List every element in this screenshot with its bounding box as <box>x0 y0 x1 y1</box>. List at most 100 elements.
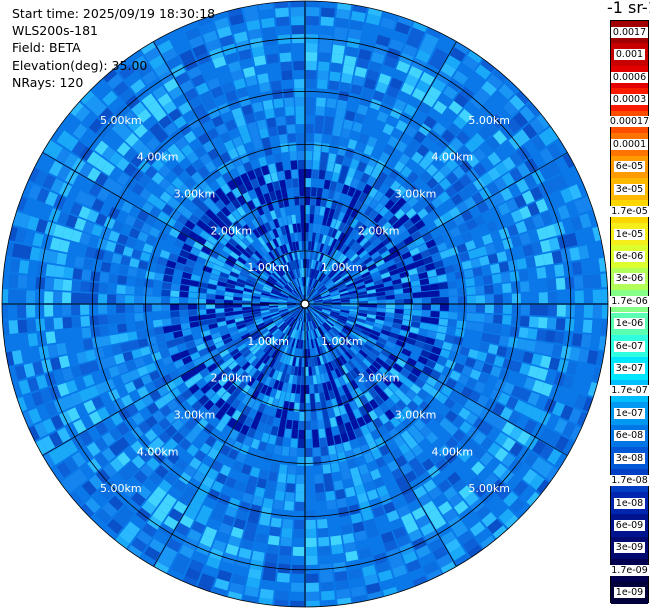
range-gate-cell <box>292 223 298 233</box>
range-gate-cell <box>309 384 315 394</box>
range-gate-cell <box>407 332 418 340</box>
range-gate-cell <box>371 223 382 234</box>
range-gate-cell <box>456 463 470 478</box>
range-gate-cell <box>148 55 165 70</box>
range-gate-cell <box>305 546 318 556</box>
range-gate-cell <box>318 428 326 439</box>
range-gate-cell <box>312 348 317 358</box>
range-gate-cell <box>71 280 82 292</box>
range-gate-cell <box>297 447 305 457</box>
range-gate-cell <box>398 245 410 255</box>
range-gate-cell <box>79 162 94 178</box>
range-gate-cell <box>250 158 261 170</box>
range-gate-cell <box>359 361 369 371</box>
range-gate-cell <box>327 257 335 267</box>
range-gate-cell <box>437 274 448 283</box>
range-gate-cell <box>395 240 407 250</box>
range-gate-cell <box>215 299 225 304</box>
range-gate-cell <box>152 288 162 296</box>
range-gate-cell <box>231 398 241 410</box>
range-gate-cell <box>248 367 258 377</box>
range-gate-cell <box>346 101 358 113</box>
range-gate-cell <box>173 150 186 164</box>
range-gate-cell <box>103 216 116 230</box>
range-gate-cell <box>216 345 227 354</box>
range-gate-cell <box>457 530 474 545</box>
range-gate-cell <box>532 214 545 229</box>
range-gate-cell <box>600 273 608 288</box>
range-gate-cell <box>350 218 359 229</box>
range-gate-cell <box>278 255 285 265</box>
range-gate-cell <box>329 340 337 350</box>
range-gate-cell <box>175 522 190 537</box>
range-gate-cell <box>341 364 349 375</box>
range-gate-cell <box>152 107 167 122</box>
range-gate-cell <box>286 336 292 346</box>
range-gate-cell <box>340 73 353 84</box>
range-gate-cell <box>305 115 315 125</box>
range-gate-cell <box>294 393 300 403</box>
range-gate-cell <box>261 270 270 278</box>
range-gate-cell <box>257 350 266 360</box>
range-gate-cell <box>403 378 414 389</box>
range-gate-cell <box>536 112 552 129</box>
range-gate-cell <box>56 130 72 147</box>
range-gate-cell <box>169 387 181 399</box>
range-gate-cell <box>300 321 304 331</box>
range-gate-cell <box>352 75 365 87</box>
range-gate-cell <box>261 460 271 472</box>
range-gate-cell <box>405 559 422 573</box>
range-gate-cell <box>326 499 337 510</box>
range-gate-cell <box>134 240 146 251</box>
range-gate-cell <box>312 260 317 270</box>
range-gate-cell <box>375 81 389 94</box>
range-gate-cell <box>28 184 42 200</box>
range-gate-cell <box>410 213 422 225</box>
range-gate-cell <box>302 321 304 331</box>
range-gate-cell <box>233 175 244 187</box>
range-gate-cell <box>320 446 329 457</box>
range-gate-cell <box>382 362 393 372</box>
range-gate-cell <box>167 143 180 157</box>
range-gate-cell <box>362 240 372 250</box>
range-gate-cell <box>237 413 248 425</box>
range-gate-cell <box>381 163 393 176</box>
range-gate-cell <box>320 224 326 235</box>
range-gate-cell <box>264 376 272 387</box>
range-gate-cell <box>520 293 530 304</box>
range-gate-cell <box>185 27 201 41</box>
range-gate-cell <box>388 215 399 226</box>
range-label: 3.00km <box>174 409 216 422</box>
range-gate-cell <box>287 327 293 337</box>
range-gate-cell <box>310 310 317 318</box>
range-gate-cell <box>351 272 362 280</box>
range-gate-cell <box>185 259 196 268</box>
range-gate-cell <box>459 346 471 357</box>
range-gate-cell <box>53 304 63 317</box>
range-gate-cell <box>345 322 355 329</box>
range-gate-cell <box>322 188 329 199</box>
range-gate-cell <box>62 317 73 329</box>
range-gate-cell <box>314 465 323 475</box>
range-gate-cell <box>48 431 63 448</box>
range-gate-cell <box>284 316 293 324</box>
range-gate-cell <box>203 240 215 250</box>
range-gate-cell <box>335 579 350 591</box>
range-gate-cell <box>317 215 324 225</box>
range-gate-cell <box>225 357 235 367</box>
range-gate-cell <box>244 416 254 428</box>
range-gate-cell <box>215 397 226 409</box>
nrays-text: NRays: 120 <box>12 74 84 90</box>
range-gate-cell <box>208 323 218 330</box>
range-gate-cell <box>396 185 407 197</box>
range-gate-cell <box>271 313 281 319</box>
range-gate-cell <box>391 127 404 140</box>
range-gate-cell <box>352 189 362 200</box>
range-gate-cell <box>399 368 411 378</box>
range-gate-cell <box>467 544 484 561</box>
range-gate-cell <box>339 460 349 472</box>
range-gate-cell <box>384 187 396 199</box>
range-gate-cell <box>190 412 203 425</box>
range-gate-cell <box>165 363 177 373</box>
range-gate-cell <box>235 230 245 241</box>
